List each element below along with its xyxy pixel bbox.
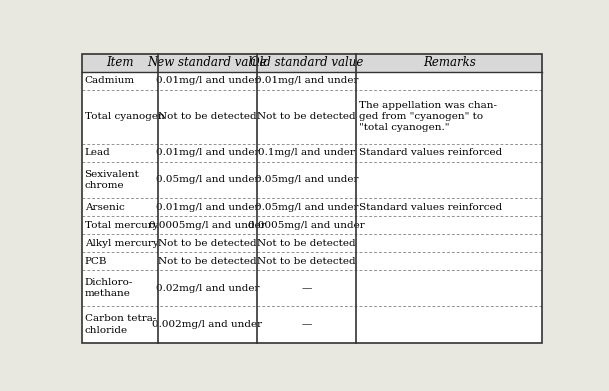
Bar — [82, 234, 158, 252]
Bar — [82, 144, 158, 162]
Text: Item: Item — [106, 56, 133, 69]
Text: 0.01mg/l and under: 0.01mg/l and under — [155, 76, 259, 85]
Bar — [356, 216, 543, 234]
Bar — [356, 307, 543, 343]
Text: 0.002mg/l and under: 0.002mg/l and under — [152, 320, 262, 329]
Bar — [82, 270, 158, 307]
Bar — [356, 198, 543, 216]
Text: Sexivalent
chrome: Sexivalent chrome — [85, 170, 139, 190]
Text: Standard values reinforced: Standard values reinforced — [359, 149, 502, 158]
Bar — [257, 307, 356, 343]
Text: Carbon tetra-
chloride: Carbon tetra- chloride — [85, 314, 156, 335]
Text: Dichloro-
methane: Dichloro- methane — [85, 278, 133, 298]
Text: 0.05mg/l and under: 0.05mg/l and under — [155, 176, 259, 185]
Bar — [356, 72, 543, 90]
Bar — [158, 72, 257, 90]
Bar — [356, 144, 543, 162]
Text: Not to be detected: Not to be detected — [158, 112, 256, 121]
Text: Alkyl mercury: Alkyl mercury — [85, 239, 158, 248]
Bar — [82, 72, 158, 90]
Bar — [82, 252, 158, 270]
Bar — [356, 162, 543, 198]
Bar — [82, 162, 158, 198]
Text: New standard value: New standard value — [147, 56, 267, 69]
Text: 0.01mg/l and under: 0.01mg/l and under — [255, 76, 358, 85]
Text: Cadmium: Cadmium — [85, 76, 135, 85]
Bar — [158, 162, 257, 198]
Text: Lead: Lead — [85, 149, 110, 158]
Bar — [158, 270, 257, 307]
Text: 0.05mg/l and under: 0.05mg/l and under — [255, 176, 358, 185]
Bar — [257, 234, 356, 252]
Text: 0.01mg/l and under: 0.01mg/l and under — [155, 149, 259, 158]
Text: PCB: PCB — [85, 257, 107, 266]
Text: Arsenic: Arsenic — [85, 203, 124, 212]
Bar — [158, 90, 257, 144]
Text: Not to be detected: Not to be detected — [257, 112, 356, 121]
Text: 0.01mg/l and under: 0.01mg/l and under — [155, 203, 259, 212]
Text: Standard values reinforced: Standard values reinforced — [359, 203, 502, 212]
Text: 0.02mg/l and under: 0.02mg/l and under — [155, 284, 259, 293]
Bar — [158, 307, 257, 343]
Bar — [158, 252, 257, 270]
Bar — [158, 234, 257, 252]
Bar — [158, 54, 257, 72]
Text: 0.1mg/l and under: 0.1mg/l and under — [258, 149, 355, 158]
Bar — [82, 307, 158, 343]
Bar — [257, 90, 356, 144]
Text: 0.0005mg/l and under: 0.0005mg/l and under — [248, 221, 365, 230]
Bar — [158, 216, 257, 234]
Bar — [82, 90, 158, 144]
Bar — [257, 252, 356, 270]
Bar — [356, 54, 543, 72]
Bar — [356, 270, 543, 307]
Text: Total mercury: Total mercury — [85, 221, 158, 230]
Bar — [82, 198, 158, 216]
Bar — [82, 216, 158, 234]
Text: Not to be detected: Not to be detected — [158, 257, 256, 266]
Bar — [257, 162, 356, 198]
Bar — [257, 144, 356, 162]
Bar — [257, 216, 356, 234]
Bar — [82, 54, 158, 72]
Text: —: — — [301, 320, 312, 329]
Text: Total cyanogen: Total cyanogen — [85, 112, 164, 121]
Text: The appellation was chan-
ged from "cyanogen" to
"total cyanogen.": The appellation was chan- ged from "cyan… — [359, 101, 497, 133]
Bar — [158, 144, 257, 162]
Bar — [257, 198, 356, 216]
Text: Remarks: Remarks — [423, 56, 476, 69]
Text: Not to be detected: Not to be detected — [158, 239, 256, 248]
Bar — [356, 90, 543, 144]
Text: 0.0005mg/l and under: 0.0005mg/l and under — [149, 221, 266, 230]
Bar — [158, 198, 257, 216]
Text: Old standard value: Old standard value — [250, 56, 363, 69]
Text: —: — — [301, 284, 312, 293]
Text: 0.05mg/l and under: 0.05mg/l and under — [255, 203, 358, 212]
Bar — [257, 270, 356, 307]
Bar — [356, 234, 543, 252]
Bar — [257, 72, 356, 90]
Bar — [356, 252, 543, 270]
Text: Not to be detected: Not to be detected — [257, 239, 356, 248]
Text: Not to be detected: Not to be detected — [257, 257, 356, 266]
Bar — [257, 54, 356, 72]
